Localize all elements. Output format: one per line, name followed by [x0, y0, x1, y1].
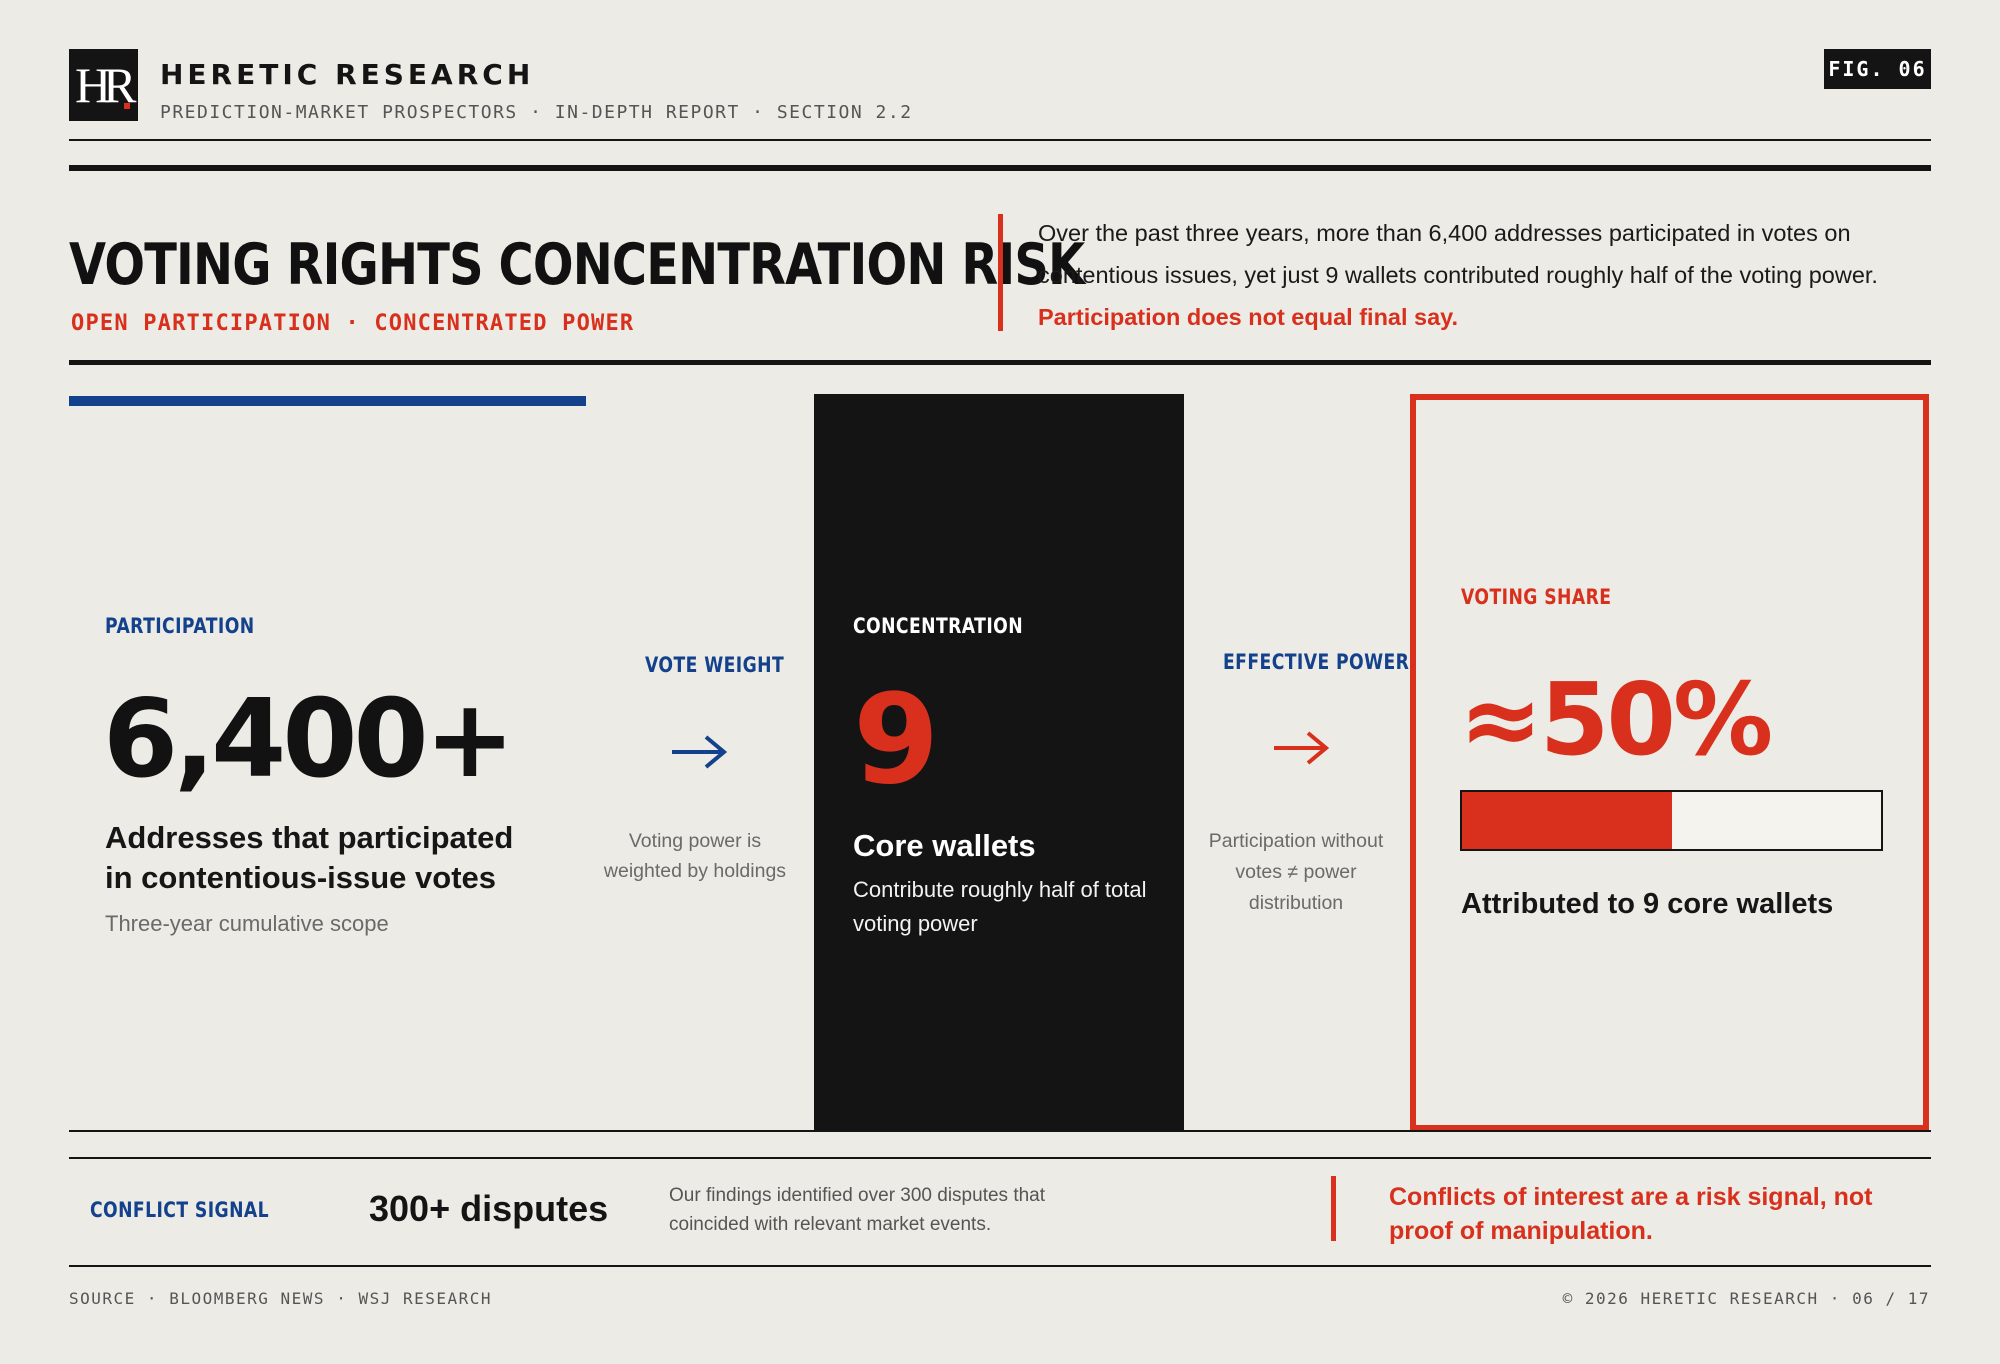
intro-text: Over the past three years, more than 6,4… [1038, 220, 1878, 288]
intro-accent-bar [998, 214, 1003, 331]
conflict-callout: Conflicts of interest are a risk signal,… [1389, 1183, 1873, 1245]
participation-accent-bar [69, 396, 586, 406]
strip-bottom-rule [69, 1265, 1931, 1267]
effective-power-kicker: EFFECTIVE POWER [1223, 650, 1410, 674]
logo-dot [124, 103, 130, 109]
brand-logo: HR [69, 49, 138, 121]
arrow-right-icon [1274, 731, 1330, 765]
participation-description: Addresses that participated in contentio… [105, 820, 514, 895]
conflict-note: Our findings identified over 300 dispute… [669, 1185, 1046, 1235]
voting-share-progress-bar [1460, 790, 1883, 851]
vote-weight-note: Voting power is weighted by holdings [603, 830, 787, 882]
source-line: SOURCE · BLOOMBERG NEWS · WSJ RESEARCH [69, 1289, 493, 1308]
participation-kicker: PARTICIPATION [105, 614, 255, 638]
conflict-kicker: CONFLICT SIGNAL [90, 1198, 270, 1222]
voting-share-panel [1410, 394, 1929, 1131]
header-rule-thin [69, 139, 1931, 141]
intro-paragraph: Over the past three years, more than 6,4… [1038, 212, 1928, 338]
breadcrumb: PREDICTION-MARKET PROSPECTORS · IN-DEPTH… [160, 102, 913, 123]
voting-share-kicker: VOTING SHARE [1461, 585, 1612, 609]
concentration-value: 9 [853, 668, 940, 812]
brand-name: HERETIC RESEARCH [160, 58, 535, 91]
concentration-description: Core wallets [853, 828, 1036, 863]
concentration-note: Contribute roughly half of total voting … [853, 877, 1147, 936]
page-title: VOTING RIGHTS CONCENTRATION RISK [69, 232, 1085, 298]
page-subtitle: OPEN PARTICIPATION · CONCENTRATED POWER [71, 311, 635, 336]
section-rule [69, 360, 1931, 365]
strip-top-rule [69, 1157, 1931, 1159]
effective-power-note: Participation without votes ≠ power dist… [1208, 830, 1384, 914]
figure-label: FIG. 06 [1824, 49, 1931, 89]
concentration-kicker: CONCENTRATION [853, 614, 1024, 638]
intro-emphasis: Participation does not equal final say. [1038, 304, 1459, 330]
header-rule-thick [69, 165, 1931, 171]
logo-monogram: HR [75, 57, 137, 113]
concentration-panel [814, 394, 1184, 1132]
panels-bottom-rule [69, 1130, 1931, 1132]
conflict-accent-bar [1331, 1176, 1336, 1241]
conflict-value: 300+ disputes [369, 1188, 609, 1229]
copyright-line: © 2026 HERETIC RESEARCH · 06 / 17 [1562, 1289, 1930, 1308]
vote-weight-kicker: VOTE WEIGHT [645, 653, 785, 677]
voting-share-progress-fill [1462, 792, 1672, 849]
arrow-right-icon [672, 735, 728, 769]
voting-share-value: ≈50% [1459, 661, 1773, 778]
participation-note: Three-year cumulative scope [105, 911, 389, 936]
voting-share-description: Attributed to 9 core wallets [1461, 888, 1834, 920]
participation-value: 6,400+ [103, 677, 515, 802]
